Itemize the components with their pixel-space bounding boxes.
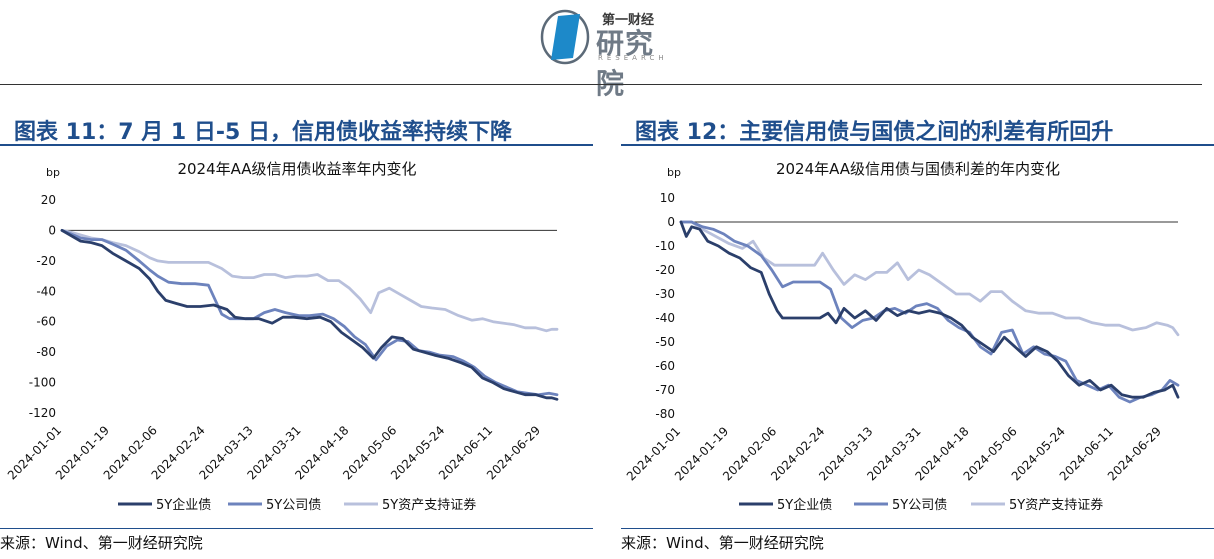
source-rule xyxy=(0,528,593,529)
y-tick-label: -20 xyxy=(36,254,56,268)
y-tick-label: -60 xyxy=(655,359,675,373)
y-unit-label: bp xyxy=(667,166,681,179)
legend-label: 5Y公司债 xyxy=(892,498,947,513)
source-note: 来源：Wind、第一财经研究院 xyxy=(621,534,824,552)
figure-title-rule xyxy=(0,144,593,146)
legend-label: 5Y公司债 xyxy=(266,498,321,513)
y-tick-label: -10 xyxy=(655,239,675,253)
figure-title: 图表 12：主要信用债与国债之间的利差有所回升 xyxy=(635,120,1114,145)
figure-title-rule xyxy=(621,144,1214,146)
y-tick-label: 20 xyxy=(41,193,56,207)
y-tick-label: 10 xyxy=(660,191,675,205)
logo-sub-text: RESEARCH xyxy=(598,54,668,62)
y-tick-label: -100 xyxy=(29,376,56,390)
y-tick-label: -20 xyxy=(655,263,675,277)
figure-panel-12: 图表 12：主要信用债与国债之间的利差有所回升 2024年AA级信用债与国债利差… xyxy=(621,112,1214,559)
legend-label: 5Y资产支持证券 xyxy=(382,497,476,513)
y-tick-label: -70 xyxy=(655,383,675,397)
series-line xyxy=(60,229,559,401)
series-line xyxy=(60,229,559,397)
y-tick-label: -30 xyxy=(655,287,675,301)
y-tick-label: -50 xyxy=(655,335,675,349)
y-tick-label: -40 xyxy=(655,311,675,325)
figure-title: 图表 11：7 月 1 日-5 日，信用债收益率持续下降 xyxy=(14,120,512,145)
chart-title: 2024年AA级信用债收益率年内变化 xyxy=(177,160,416,178)
y-tick-label: -80 xyxy=(36,345,56,359)
y-tick-label: -60 xyxy=(36,315,56,329)
line-chart-spreads: 2024年AA级信用债与国债利差的年内变化 bp 10 0 -10 -20 -30 -40 -5… xyxy=(624,160,1180,513)
legend-label: 5Y资产支持证券 xyxy=(1009,497,1103,513)
logo-main-text: 研究院 xyxy=(596,27,655,100)
legend-label: 5Y企业债 xyxy=(777,497,832,513)
header-divider xyxy=(0,84,1202,85)
line-chart-yields: 2024年AA级信用债收益率年内变化 bp 20 0 -20 -40 -60 -80 -100 -… xyxy=(5,160,559,513)
y-tick-label: -80 xyxy=(655,407,675,421)
y-tick-label: -120 xyxy=(29,406,56,420)
series-line xyxy=(60,229,559,333)
y-tick-label: 0 xyxy=(667,215,675,229)
series-line xyxy=(679,220,1180,399)
logo-top-text: 第一财经 xyxy=(602,13,655,28)
y-tick-label: -40 xyxy=(36,284,56,298)
y-unit-label: bp xyxy=(46,166,60,179)
logo-emblem-icon xyxy=(540,9,590,65)
source-note: 来源：Wind、第一财经研究院 xyxy=(0,534,203,552)
y-tick-label: 0 xyxy=(48,223,56,237)
legend-label: 5Y企业债 xyxy=(156,497,211,513)
logo: 第一财经 研究院 RESEARCH xyxy=(540,6,680,100)
chart-title: 2024年AA级信用债与国债利差的年内变化 xyxy=(776,160,1060,178)
source-rule xyxy=(621,528,1214,529)
figure-panel-11: 图表 11：7 月 1 日-5 日，信用债收益率持续下降 2024年AA级信用债… xyxy=(0,112,593,559)
series-line xyxy=(679,220,1180,337)
